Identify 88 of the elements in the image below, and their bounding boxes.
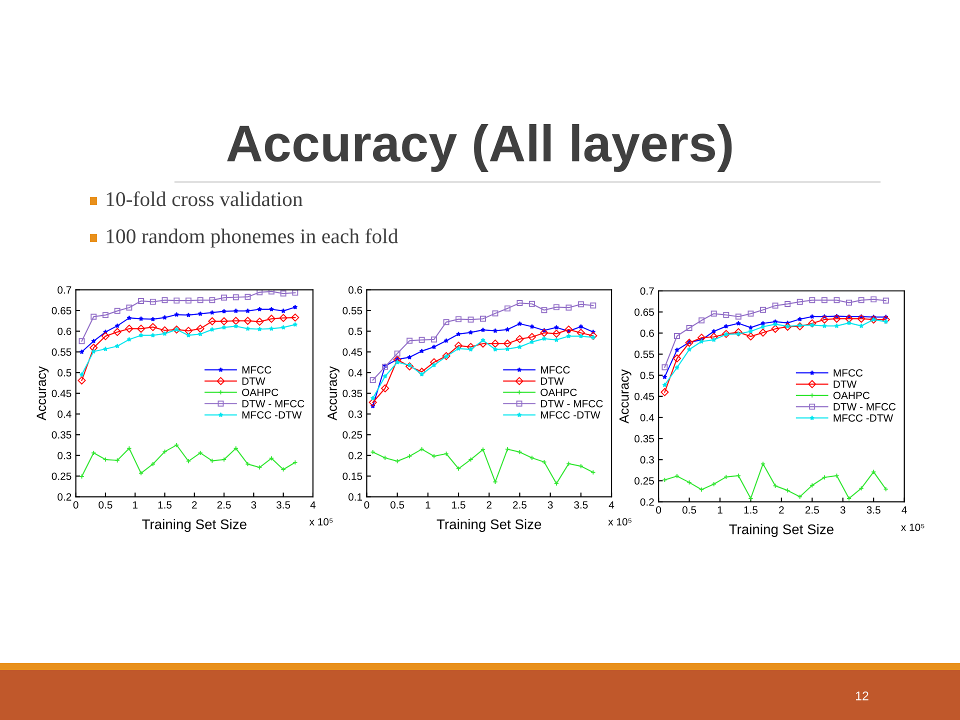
- x-tick-label: 3.5: [866, 506, 880, 514]
- x-axis-title: Training Set Size: [436, 519, 542, 532]
- y-tick-label: 0.3: [348, 410, 362, 418]
- y-tick-label: 0.25: [52, 472, 72, 480]
- y-tick-label: 0.35: [52, 431, 72, 439]
- y-tick-label: 0.3: [58, 452, 72, 460]
- y-tick-label: 0.2: [640, 498, 654, 506]
- text: 12: [856, 692, 868, 700]
- x-tick-label: 0.5: [98, 501, 112, 509]
- y-tick-label: 0.7: [640, 287, 654, 295]
- y-tick-label: 0.55: [634, 350, 654, 358]
- text: x 10⁵: [608, 518, 632, 526]
- x-tick-label: 3.5: [574, 501, 588, 509]
- y-tick-label: 0.2: [348, 452, 362, 460]
- x-tick-label: 0.5: [390, 501, 404, 509]
- legend-label: OAHPC: [242, 388, 278, 396]
- y-tick-label: 0.45: [52, 390, 72, 398]
- y-tick-label: 0.7: [58, 286, 72, 294]
- x-tick-label: 3: [251, 501, 256, 509]
- x-tick-label: 2.5: [513, 501, 527, 509]
- y-tick-label: 0.55: [52, 348, 72, 356]
- y-tick-label: 0.1: [348, 493, 362, 501]
- y-axis-title: Accuracy: [328, 366, 340, 420]
- legend-label: DTW - MFCC: [242, 400, 304, 408]
- legend-label: OAHPC: [540, 388, 577, 396]
- x-tick-label: 4: [902, 506, 907, 514]
- text: Accuracy (All layers): [227, 124, 732, 172]
- y-tick-label: 0.45: [342, 348, 362, 356]
- x-tick-label: 1: [133, 501, 138, 509]
- y-tick-label: 0.6: [348, 286, 362, 294]
- y-tick-label: 0.3: [640, 456, 654, 464]
- y-tick-label: 0.6: [640, 330, 654, 337]
- y-tick-label: 0.25: [634, 477, 654, 485]
- x-tick-label: 3: [548, 501, 553, 509]
- x-tick-label: 4: [310, 501, 316, 509]
- x-tick-label: 2.5: [805, 506, 819, 514]
- y-tick-label: 0.4: [640, 414, 654, 422]
- x-tick-label: 2: [779, 506, 784, 514]
- text: 10-fold cross validation: [106, 191, 303, 206]
- y-tick-label: 0.65: [52, 307, 72, 314]
- legend-label: MFCC -DTW: [540, 411, 600, 419]
- legend-label: DTW: [540, 378, 564, 385]
- y-tick-label: 0.6: [58, 328, 72, 336]
- y-tick-label: 0.4: [348, 369, 362, 376]
- legend-label: MFCC -DTW: [242, 411, 302, 419]
- legend-label: DTW - MFCC: [834, 403, 896, 410]
- x-tick-label: 0: [656, 506, 662, 514]
- x-tick-label: 2: [192, 501, 197, 509]
- x-tick-label: 1.5: [744, 506, 758, 514]
- x-tick-label: 1.5: [452, 501, 466, 509]
- x-tick-label: 1: [426, 501, 430, 509]
- x-tick-label: 0: [73, 501, 78, 509]
- x-tick-label: 1.5: [158, 501, 172, 509]
- y-tick-label: 0.15: [342, 472, 362, 480]
- y-tick-label: 0.5: [348, 328, 362, 336]
- x-axis-title: Training Set Size: [729, 524, 834, 537]
- y-tick-label: 0.5: [640, 372, 654, 380]
- y-tick-label: 0.35: [634, 435, 654, 442]
- y-tick-label: 0.45: [634, 392, 654, 400]
- y-tick-label: 0.65: [634, 308, 654, 316]
- text: x 10⁵: [309, 518, 333, 526]
- legend-label: DTW - MFCC: [540, 400, 603, 408]
- x-tick-label: 0.5: [682, 506, 696, 514]
- text: 100 random phonemes in each fold: [106, 228, 398, 248]
- x-tick-label: 0: [364, 501, 370, 509]
- y-axis-title: Accuracy: [36, 366, 49, 420]
- x-tick-label: 2: [486, 501, 492, 509]
- y-tick-label: 0.4: [58, 410, 72, 418]
- legend-label: DTW: [242, 378, 266, 385]
- x-tick-label: 4: [608, 501, 614, 509]
- x-tick-label: 1: [718, 506, 722, 514]
- legend-label: MFCC -DTW: [834, 414, 894, 422]
- legend-label: DTW: [834, 380, 857, 388]
- legend-label: OAHPC: [833, 392, 870, 400]
- y-axis-title: Accuracy: [620, 369, 632, 424]
- text: x 10⁵: [901, 524, 924, 532]
- legend-label: MFCC: [242, 366, 272, 374]
- x-tick-label: 2.5: [217, 501, 231, 509]
- legend-label: MFCC: [834, 369, 863, 377]
- y-tick-label: 0.5: [58, 369, 72, 376]
- x-tick-label: 3: [840, 506, 846, 514]
- y-tick-label: 0.25: [342, 431, 362, 439]
- x-axis-title: Training Set Size: [142, 519, 246, 532]
- y-tick-label: 0.35: [342, 390, 362, 398]
- y-tick-label: 0.55: [342, 307, 362, 314]
- x-tick-label: 3.5: [276, 501, 290, 509]
- legend-label: MFCC: [540, 366, 570, 374]
- y-tick-label: 0.2: [58, 493, 72, 501]
